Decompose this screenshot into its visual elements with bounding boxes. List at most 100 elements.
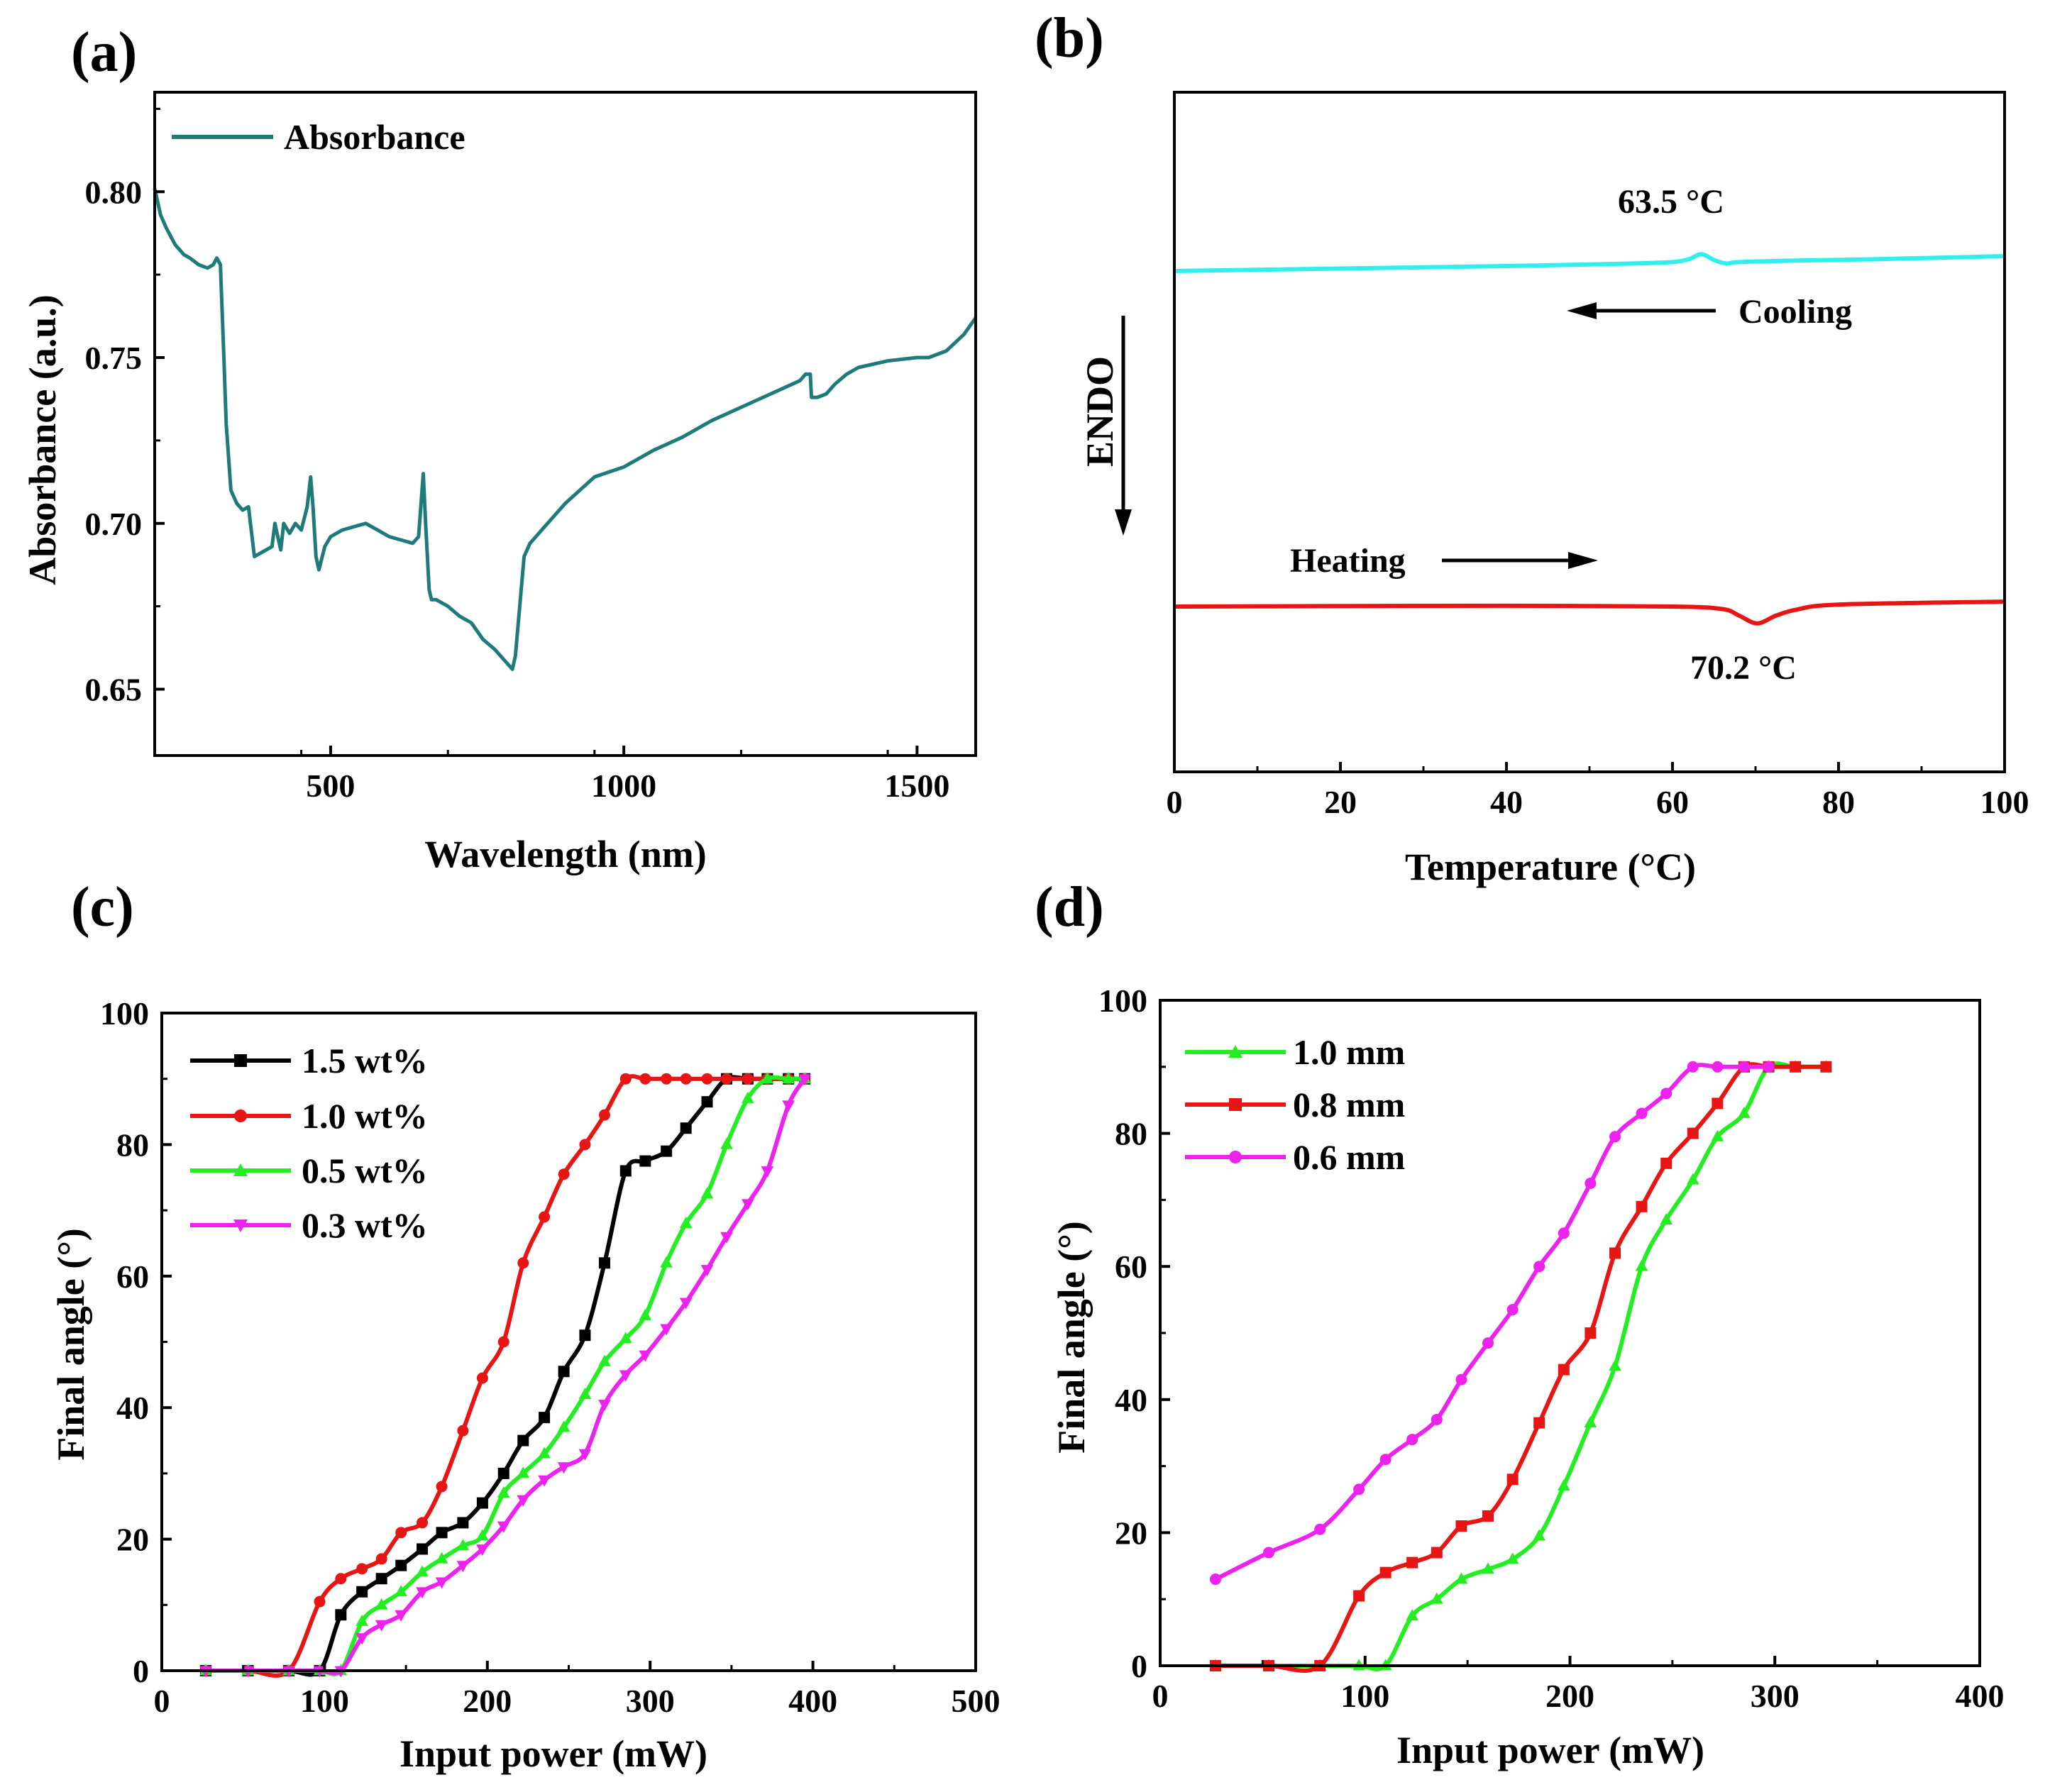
legend-marker (233, 1163, 248, 1176)
panel-d-ylabel: Final angle (°) (1050, 1221, 1093, 1454)
data-point (1636, 1107, 1648, 1119)
legend-marker (1229, 1151, 1242, 1163)
data-point (1711, 1129, 1724, 1141)
data-point (395, 1559, 407, 1571)
data-point (456, 1561, 470, 1573)
cooling-label: Cooling (1738, 293, 1852, 331)
x-tick-label: 200 (463, 1683, 512, 1719)
x-tick-label: 60 (1656, 784, 1689, 820)
data-point (557, 1462, 571, 1474)
data-point (742, 1073, 754, 1085)
series-line-absorbance (153, 188, 978, 671)
data-point (1506, 1473, 1519, 1486)
data-point (1763, 1061, 1775, 1073)
panel-a-axes: 500 1000 1500 0.65 0.70 0.75 0.80 (85, 91, 977, 804)
y-tick-label: 0.80 (85, 174, 143, 210)
data-point (598, 1257, 610, 1269)
panel-a-legend: Absorbance (172, 117, 465, 157)
data-point (761, 1072, 774, 1084)
panel-a-label: (a) (71, 21, 137, 84)
panel-c-ylabel: Final angle (°) (50, 1228, 92, 1461)
y-tick-label: 100 (1098, 983, 1147, 1019)
data-point (1738, 1106, 1751, 1118)
data-point (1455, 1520, 1467, 1532)
data-point (1406, 1434, 1418, 1446)
data-point (517, 1466, 530, 1478)
data-point (679, 1217, 693, 1229)
data-point (1506, 1304, 1519, 1316)
data-point (701, 1073, 713, 1085)
data-point (619, 1073, 632, 1085)
data-point (538, 1447, 551, 1459)
panel-c-legend: 1.5 wt% 1.0 wt% 0.5 wt% 0.3 wt% (190, 1041, 428, 1245)
y-tick-label: 0 (133, 1653, 149, 1689)
legend-marker (1228, 1045, 1242, 1058)
data-point (1609, 1247, 1621, 1259)
data-point (375, 1553, 387, 1565)
x-tick-label: 100 (1980, 784, 2029, 820)
data-point (314, 1595, 326, 1608)
data-point (356, 1563, 368, 1575)
x-tick-label: 500 (306, 768, 355, 804)
endo-indicator: ENDO (1079, 316, 1132, 536)
legend-item-0-5wt: 0.5 wt% (190, 1151, 428, 1190)
heating-label: Heating (1290, 542, 1406, 580)
x-tick-label: 300 (1751, 1678, 1800, 1714)
panel-c-axes: 0 100 200 300 400 500 0 20 40 60 80 100 (100, 995, 1001, 1719)
data-point (1533, 1261, 1545, 1273)
data-point (375, 1598, 388, 1610)
data-point (700, 1187, 714, 1199)
panel-b-series (1174, 252, 2005, 626)
cooling-arrow-head (1567, 302, 1597, 319)
data-point (639, 1155, 651, 1167)
y-tick-label: 60 (116, 1259, 149, 1295)
panel-b-xlabel: Temperature (°C) (1405, 846, 1696, 888)
data-point (1379, 1454, 1392, 1466)
data-point (1455, 1373, 1467, 1386)
data-point (558, 1366, 570, 1378)
heating-arrow-head (1568, 552, 1598, 569)
data-point (1558, 1479, 1570, 1491)
x-tick-label: 100 (300, 1683, 349, 1719)
data-point (539, 1211, 551, 1223)
data-point (1558, 1364, 1570, 1376)
data-point (1584, 1416, 1597, 1428)
panel-c: (c) Input power (mW) Final angle (°) 0 10… (50, 876, 1001, 1775)
panel-d-label: (d) (1035, 876, 1104, 939)
data-point (1455, 1572, 1468, 1584)
legend-item-0-8mm: 0.8 mm (1185, 1085, 1405, 1124)
panel-c-series (199, 1072, 811, 1678)
panel-a-series (153, 188, 978, 671)
data-point (476, 1529, 489, 1541)
data-point (639, 1308, 652, 1320)
data-point (578, 1388, 592, 1400)
y-tick-label: 0 (1131, 1648, 1147, 1684)
legend-item-0-6mm: 0.6 mm (1185, 1137, 1405, 1177)
data-point (1820, 1061, 1832, 1073)
panel-c-xlabel: Input power (mW) (399, 1732, 707, 1775)
x-tick-label: 500 (952, 1683, 1001, 1719)
panel-b: (b) Temperature (°C) ENDO 0 20 40 60 80 100 6… (1035, 7, 2029, 888)
data-point (395, 1585, 408, 1597)
data-point (598, 1109, 610, 1121)
data-point (517, 1495, 530, 1507)
x-tick-label: 0 (154, 1683, 170, 1719)
data-point (1314, 1523, 1326, 1535)
y-tick-label: 0.75 (85, 340, 143, 376)
axes-frame (1173, 91, 2006, 773)
data-point (375, 1620, 388, 1632)
data-point (1406, 1556, 1418, 1569)
endo-arrow-head (1115, 509, 1132, 536)
data-point (639, 1073, 651, 1085)
data-point (598, 1400, 611, 1412)
legend-label-0-5wt: 0.5 wt% (302, 1151, 428, 1190)
data-point (1636, 1200, 1648, 1212)
panel-d-axes: 0 100 200 300 400 0 20 40 60 80 100 (1098, 983, 2005, 1714)
y-tick-label: 100 (100, 995, 149, 1031)
data-point (497, 1336, 509, 1348)
panel-a-ylabel: Absorbance (a.u.) (21, 294, 64, 585)
data-point (1482, 1510, 1494, 1522)
data-point (335, 1609, 347, 1621)
data-point (1431, 1592, 1443, 1604)
